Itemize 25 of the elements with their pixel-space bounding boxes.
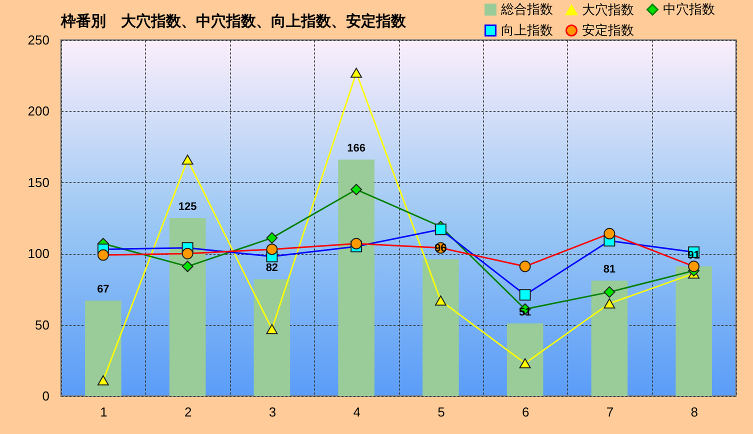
data-label: 166 xyxy=(347,142,366,155)
x-tick-label: 1 xyxy=(100,404,108,420)
data-label: 82 xyxy=(266,262,278,274)
x-tick-label: 8 xyxy=(690,404,698,420)
y-tick-label: 50 xyxy=(35,317,50,332)
legend-label: 中穴指数 xyxy=(663,2,715,17)
legend-label: 大穴指数 xyxy=(582,2,634,17)
chart-title: 枠番別 大穴指数、中穴指数、向上指数、安定指数 xyxy=(60,12,407,30)
x-tick-label: 3 xyxy=(268,404,276,420)
y-tick-label: 150 xyxy=(28,174,50,190)
legend-label: 総合指数 xyxy=(500,2,553,17)
data-label: 125 xyxy=(178,201,197,213)
x-tick-label: 4 xyxy=(353,404,360,420)
x-tick-label: 7 xyxy=(606,404,614,420)
y-tick-label: 0 xyxy=(42,388,50,404)
y-tick-label: 200 xyxy=(28,104,50,119)
legend-label: 安定指数 xyxy=(582,22,634,38)
data-label: 67 xyxy=(97,284,110,296)
y-tick-label: 100 xyxy=(28,246,50,262)
x-tick-label: 5 xyxy=(438,404,445,420)
legend-label: 向上指数 xyxy=(501,22,553,38)
data-label: 81 xyxy=(603,264,616,276)
x-tick-label: 6 xyxy=(522,404,530,420)
y-tick-label: 250 xyxy=(28,32,50,48)
x-tick-label: 2 xyxy=(184,404,192,420)
